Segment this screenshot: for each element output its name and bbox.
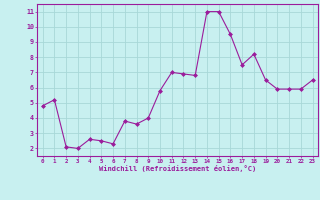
X-axis label: Windchill (Refroidissement éolien,°C): Windchill (Refroidissement éolien,°C) bbox=[99, 165, 256, 172]
